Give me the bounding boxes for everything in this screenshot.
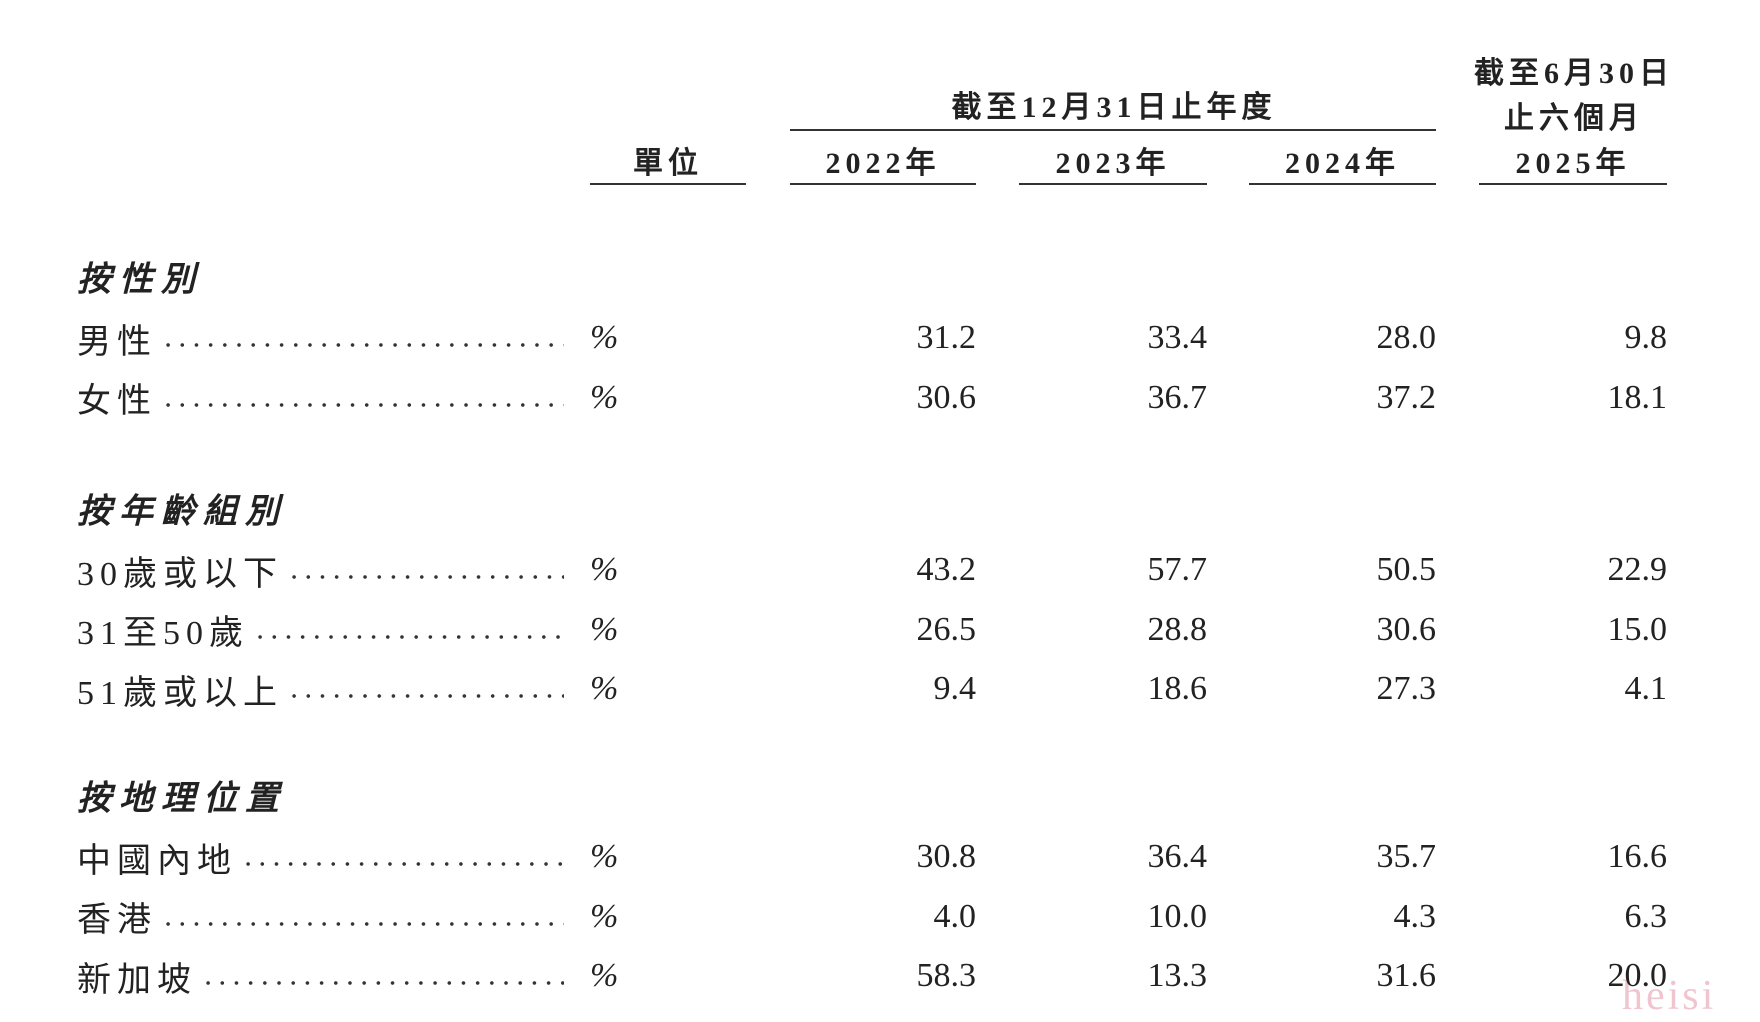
table-row: 31至50歲 (77, 608, 564, 652)
column-rule (590, 183, 746, 185)
unit-cell: % (590, 610, 619, 648)
unit-cell: % (590, 957, 619, 994)
value-cell: 15.0 (1607, 610, 1668, 648)
dot-leader (253, 633, 564, 640)
six-month-header: 止六個月 (1504, 102, 1644, 135)
value-cell: 4.0 (933, 897, 977, 935)
value-cell: 9.8 (1624, 319, 1668, 356)
row-label: 51歲或以上 (77, 674, 283, 712)
column-rule (1019, 183, 1207, 185)
row-label: 31至50歲 (77, 615, 249, 652)
value-cell: 30.8 (916, 838, 977, 875)
column-rule (790, 183, 976, 185)
dot-leader (241, 861, 564, 867)
value-cell: 9.4 (933, 670, 977, 707)
dot-leader (161, 920, 564, 927)
column-rule (1249, 183, 1436, 185)
watermark: heisi (1622, 973, 1717, 1019)
unit-cell: % (590, 838, 619, 875)
value-cell: 28.8 (1147, 610, 1208, 648)
value-cell: 31.6 (1376, 957, 1437, 994)
table-row: 女性 (77, 376, 564, 420)
header-rule (790, 129, 1436, 131)
dot-leader (161, 342, 564, 348)
section-title: 按地理位置 (77, 780, 287, 818)
row-label: 30歲或以下 (77, 555, 283, 593)
six-month-header: 截至6月30日 (1474, 57, 1674, 90)
value-cell: 20.0 (1607, 957, 1668, 994)
column-rule (1479, 183, 1667, 185)
value-cell: 28.0 (1376, 319, 1437, 356)
table-row: 新加坡 (77, 954, 564, 999)
value-cell: 33.4 (1147, 319, 1208, 356)
column-header: 2023年 (1055, 147, 1171, 180)
value-cell: 37.2 (1376, 378, 1437, 416)
value-cell: 4.3 (1393, 897, 1437, 935)
row-label: 男性 (77, 323, 157, 361)
value-cell: 43.2 (916, 551, 977, 588)
column-header: 2024年 (1285, 147, 1400, 180)
value-cell: 22.9 (1607, 551, 1668, 588)
value-cell: 31.2 (916, 319, 977, 356)
value-cell: 35.7 (1376, 838, 1437, 875)
value-cell: 6.3 (1624, 897, 1668, 935)
value-cell: 50.5 (1376, 551, 1437, 588)
dot-leader (161, 401, 564, 408)
value-cell: 58.3 (916, 957, 977, 994)
column-header: 2022年 (825, 147, 941, 180)
row-label: 中國內地 (77, 842, 237, 880)
value-cell: 18.1 (1607, 378, 1668, 416)
value-cell: 4.1 (1624, 670, 1668, 707)
dot-leader (201, 980, 564, 986)
value-cell: 36.4 (1147, 838, 1208, 875)
row-label: 香港 (77, 902, 157, 939)
table-row: 中國內地 (77, 835, 564, 880)
value-cell: 57.7 (1147, 551, 1208, 588)
column-header: 2025年 (1515, 147, 1631, 180)
value-cell: 26.5 (916, 610, 977, 648)
table-row: 51歲或以上 (77, 667, 564, 712)
value-cell: 10.0 (1147, 897, 1208, 935)
dot-leader (287, 574, 564, 580)
section-title: 按年齡組別 (77, 493, 287, 531)
value-cell: 36.7 (1147, 378, 1208, 416)
value-cell: 30.6 (916, 378, 977, 416)
unit-cell: % (590, 319, 619, 356)
unit-cell: % (590, 897, 619, 935)
value-cell: 16.6 (1607, 838, 1668, 875)
value-cell: 30.6 (1376, 610, 1437, 648)
table-row: 香港 (77, 895, 564, 939)
period-group-header: 截至12月31日止年度 (951, 91, 1277, 124)
value-cell: 18.6 (1147, 670, 1208, 707)
column-header: 單位 (633, 147, 703, 180)
value-cell: 13.3 (1147, 957, 1208, 994)
unit-cell: % (590, 670, 619, 707)
unit-cell: % (590, 551, 619, 588)
value-cell: 27.3 (1376, 670, 1437, 707)
dot-leader (287, 693, 564, 699)
table-row: 30歲或以下 (77, 548, 564, 593)
table-row: 男性 (77, 316, 564, 361)
row-label: 新加坡 (77, 961, 197, 999)
section-title: 按性別 (77, 261, 203, 299)
row-label: 女性 (77, 383, 157, 420)
unit-cell: % (590, 378, 619, 416)
